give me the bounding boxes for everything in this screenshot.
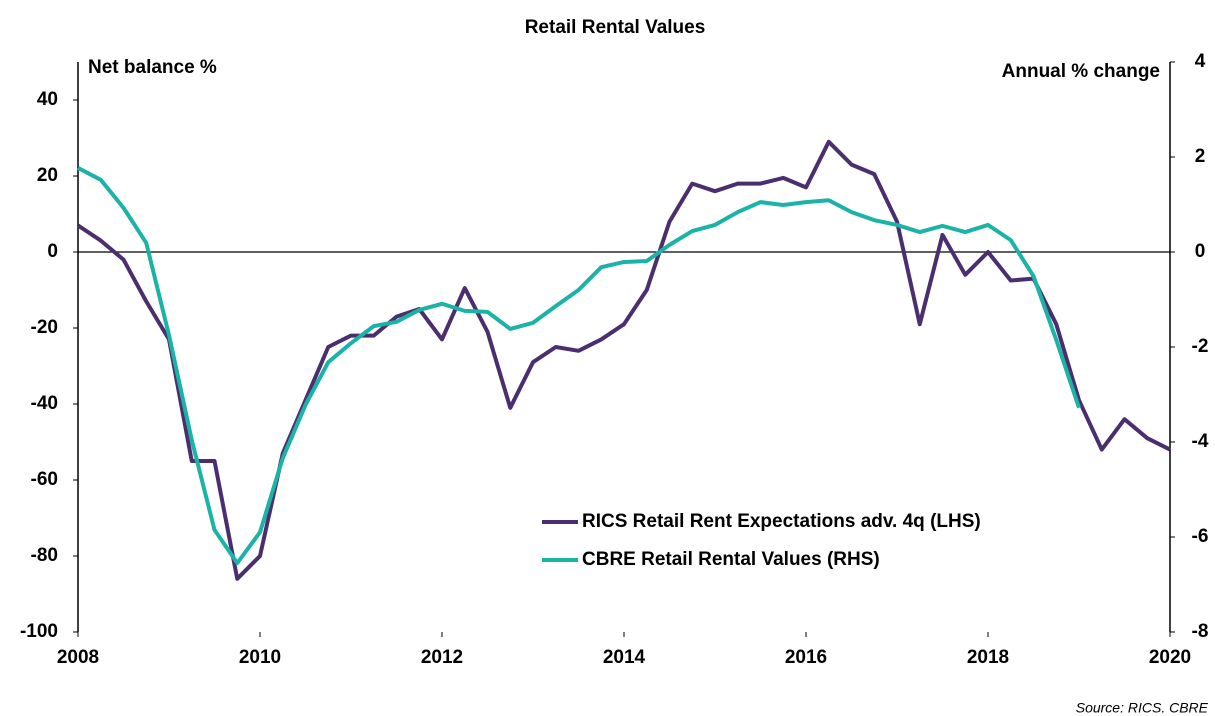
y-tick-label: -100 xyxy=(20,621,58,642)
legend-label: RICS Retail Rent Expectations adv. 4q (L… xyxy=(582,511,981,532)
y2-axis-label: Annual % change xyxy=(1002,61,1160,82)
y-axis-label: Net balance % xyxy=(88,57,217,78)
y-tick-label: -80 xyxy=(31,545,58,566)
x-tick-label: 2010 xyxy=(239,647,281,668)
y-tick-label: 0 xyxy=(47,241,58,262)
y2-tick-label: -8 xyxy=(1192,621,1209,642)
y-tick-label: -40 xyxy=(31,393,58,414)
chart-title: Retail Rental Values xyxy=(525,17,706,38)
y2-tick-label: -6 xyxy=(1192,526,1209,547)
x-tick-label: 2020 xyxy=(1149,647,1191,668)
x-tick-label: 2018 xyxy=(967,647,1009,668)
y2-tick-label: 4 xyxy=(1195,51,1206,72)
x-tick-label: 2008 xyxy=(57,647,99,668)
legend-label: CBRE Retail Rental Values (RHS) xyxy=(582,549,880,570)
y-tick-label: -20 xyxy=(31,317,58,338)
x-tick-label: 2016 xyxy=(785,647,827,668)
y2-tick-label: 2 xyxy=(1195,146,1206,167)
data-line xyxy=(77,166,1081,566)
x-tick-label: 2014 xyxy=(603,647,646,668)
y2-tick-label: 0 xyxy=(1195,241,1206,262)
y-tick-label: 40 xyxy=(37,89,58,110)
y-tick-label: -60 xyxy=(31,469,58,490)
y2-tick-label: -2 xyxy=(1192,336,1209,357)
source-note: Source: RICS. CBRE xyxy=(1076,700,1209,716)
y-tick-label: 20 xyxy=(37,165,58,186)
data-line xyxy=(76,139,1171,581)
x-tick-label: 2012 xyxy=(421,647,463,668)
y2-tick-label: -4 xyxy=(1192,431,1209,452)
